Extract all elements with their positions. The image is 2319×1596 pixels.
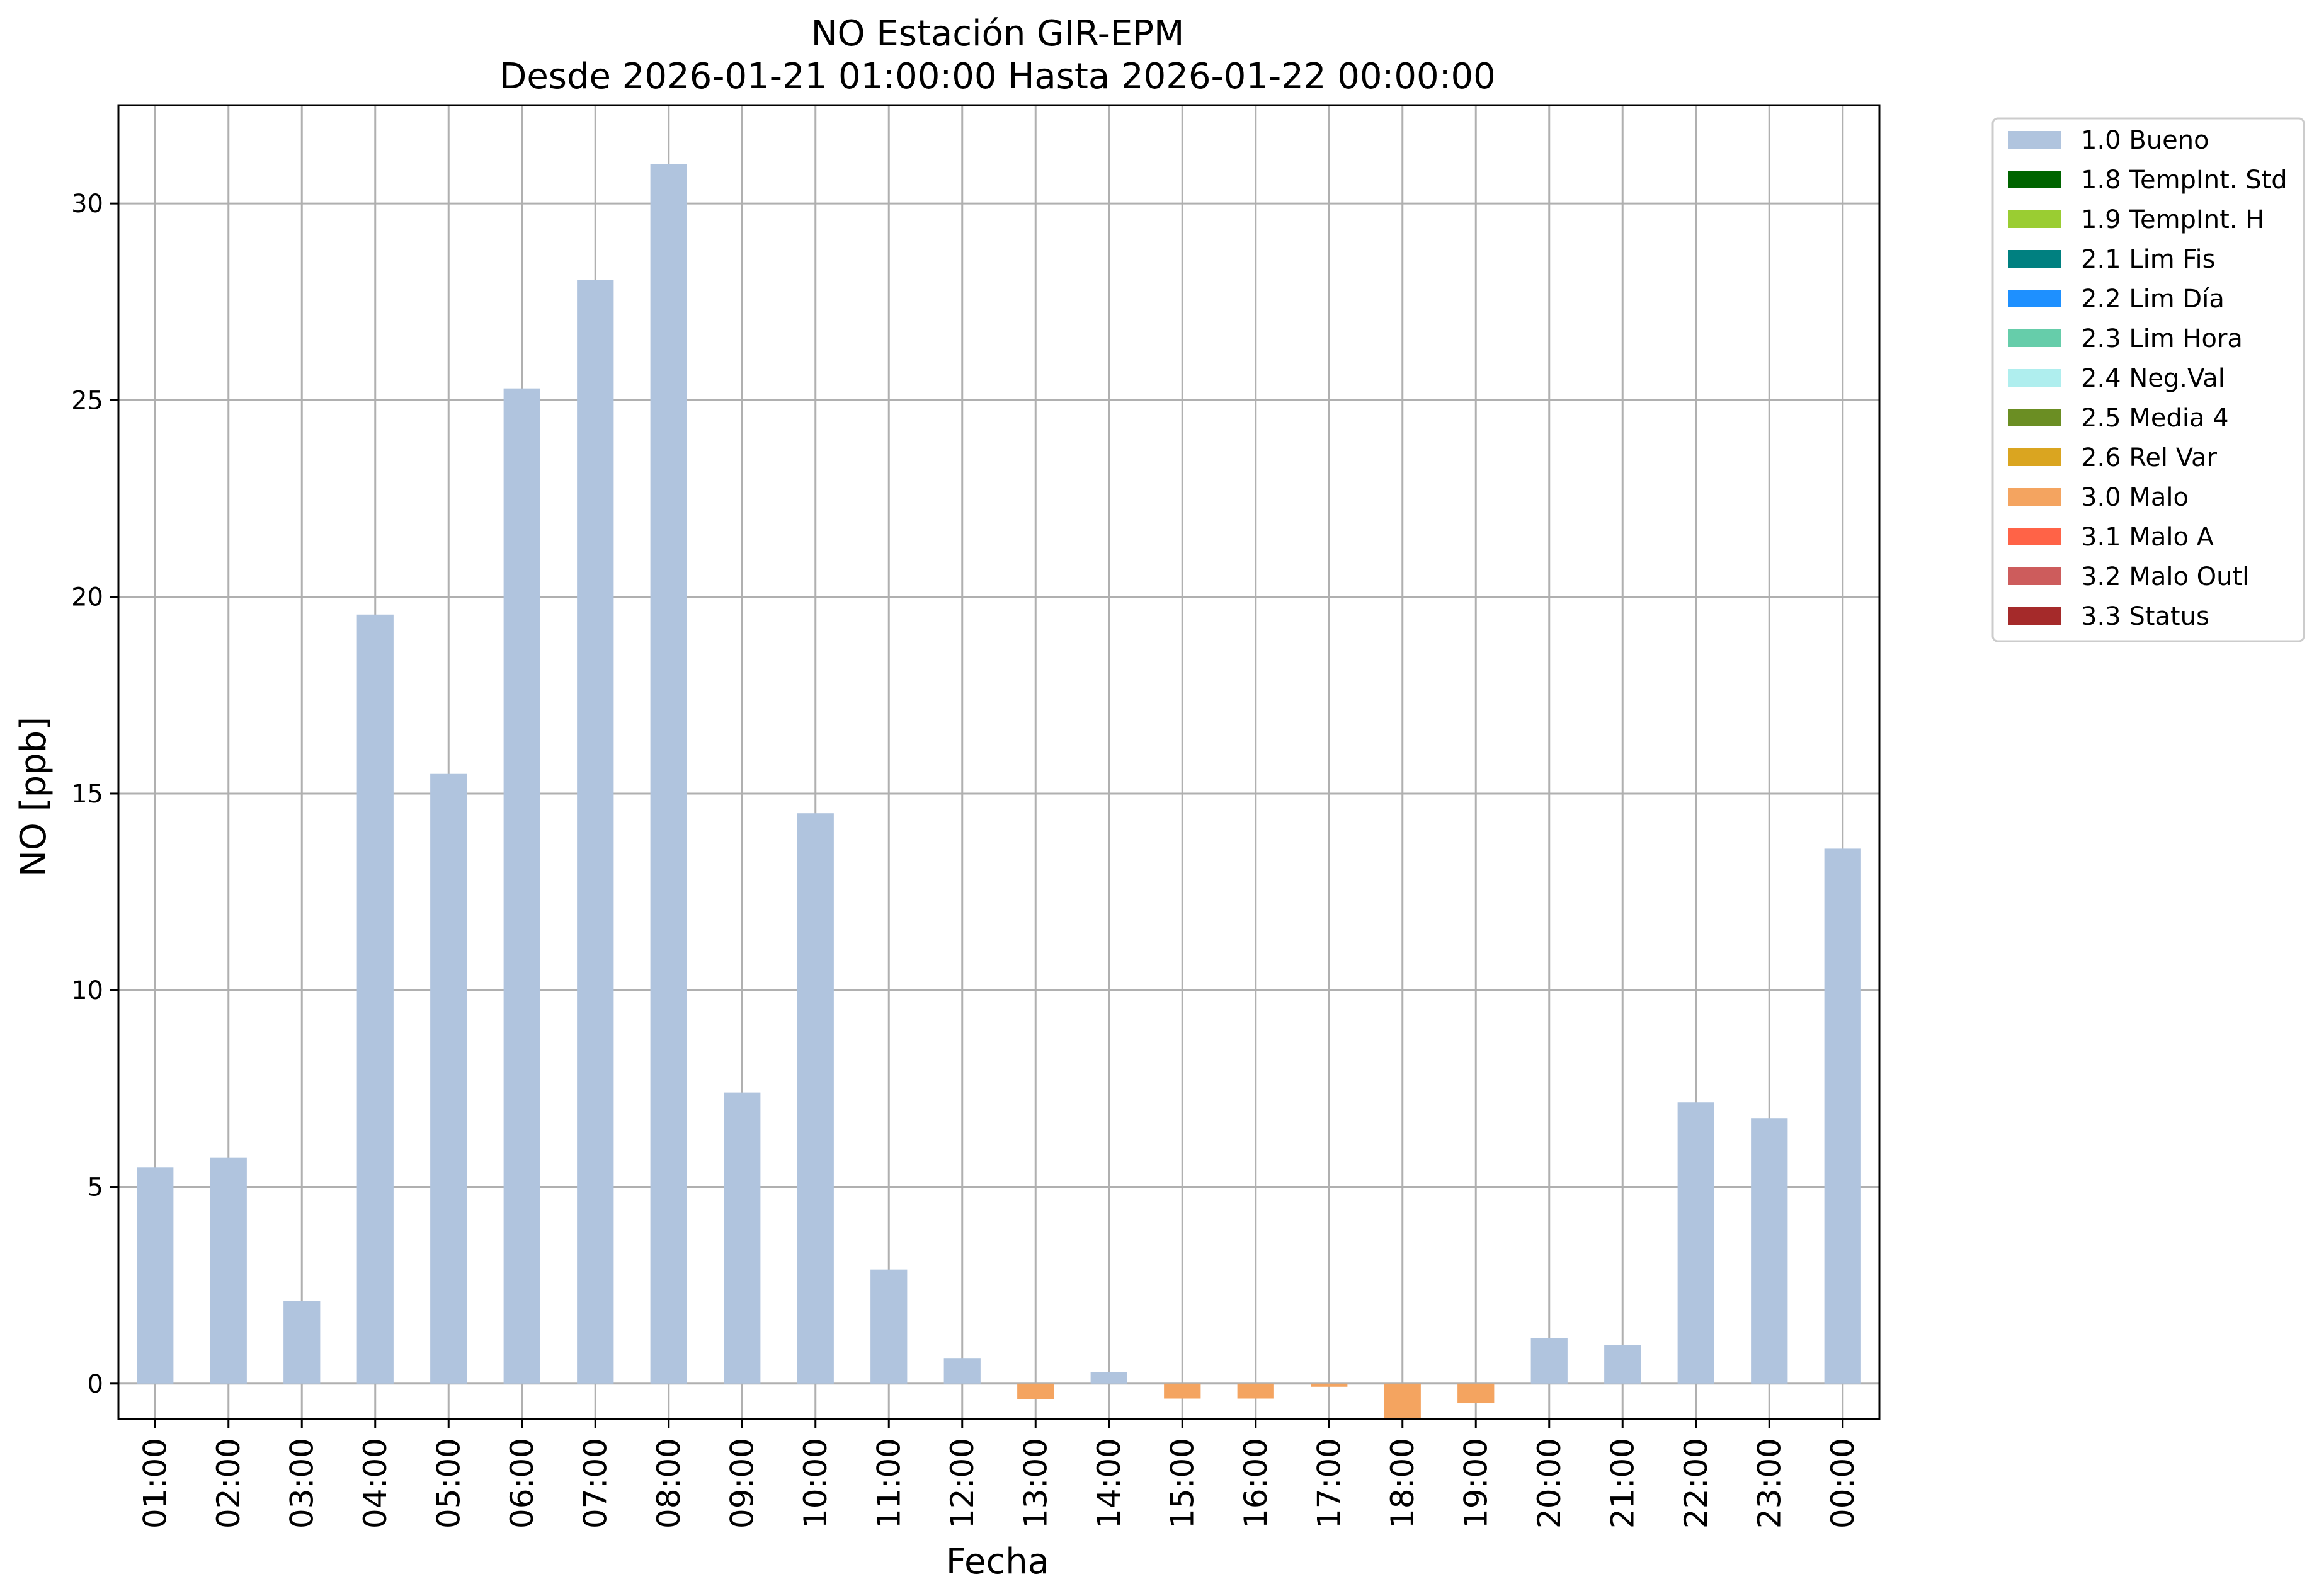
x-tick-label: 15:00 bbox=[1164, 1438, 1200, 1529]
legend-items: 1.0 Bueno 1.8 TempInt. Std 1.9 TempInt. H 2… bbox=[2008, 126, 2288, 631]
x-tick-label: 06:00 bbox=[504, 1438, 540, 1529]
legend-swatch bbox=[2008, 131, 2061, 149]
x-tick-label: 03:00 bbox=[283, 1438, 320, 1529]
bar-1500 bbox=[1164, 1383, 1201, 1399]
legend-label: 2.4 Neg.Val bbox=[2081, 364, 2225, 393]
legend-swatch bbox=[2008, 171, 2061, 188]
y-axis-ticks: 0 5 10 15 20 25 30 bbox=[71, 190, 118, 1399]
bar-1000 bbox=[797, 813, 834, 1384]
x-tick-label: 16:00 bbox=[1238, 1438, 1274, 1529]
bar-0700 bbox=[577, 280, 614, 1384]
bar-1900 bbox=[1457, 1383, 1495, 1404]
y-axis-label: NO [ppb] bbox=[13, 717, 54, 877]
bar-0400 bbox=[356, 614, 394, 1384]
x-tick-label: 08:00 bbox=[651, 1438, 687, 1529]
bar-2300 bbox=[1751, 1118, 1788, 1384]
x-tick-label: 12:00 bbox=[944, 1438, 981, 1529]
legend-swatch bbox=[2008, 567, 2061, 585]
legend-label: 3.0 Malo bbox=[2081, 483, 2189, 512]
x-tick-label: 21:00 bbox=[1604, 1438, 1641, 1529]
bar-2100 bbox=[1604, 1345, 1641, 1384]
x-tick-label: 18:00 bbox=[1384, 1438, 1421, 1529]
bar-2200 bbox=[1677, 1102, 1714, 1384]
bar-1800 bbox=[1384, 1383, 1421, 1419]
x-tick-label: 01:00 bbox=[137, 1438, 173, 1529]
legend-swatch bbox=[2008, 528, 2061, 545]
legend-swatch bbox=[2008, 448, 2061, 466]
x-tick-label: 00:00 bbox=[1825, 1438, 1861, 1529]
bar-1700 bbox=[1311, 1383, 1348, 1387]
plot-area-frame bbox=[117, 104, 1881, 1420]
x-tick-label: 07:00 bbox=[577, 1438, 613, 1529]
bar-1300 bbox=[1017, 1383, 1054, 1399]
bar-2000 bbox=[1530, 1338, 1568, 1384]
x-tick-label: 23:00 bbox=[1751, 1438, 1787, 1529]
x-tick-label: 22:00 bbox=[1678, 1438, 1714, 1529]
bar-0800 bbox=[650, 164, 687, 1384]
legend-swatch bbox=[2008, 329, 2061, 347]
bars bbox=[137, 164, 1861, 1419]
bar-1600 bbox=[1237, 1383, 1274, 1399]
legend-swatch bbox=[2008, 290, 2061, 307]
legend-label: 1.8 TempInt. Std bbox=[2081, 166, 2288, 195]
bar-0300 bbox=[283, 1301, 321, 1384]
x-axis-label: Fecha bbox=[946, 1541, 1049, 1582]
legend-label: 1.0 Bueno bbox=[2081, 126, 2209, 155]
legend-swatch bbox=[2008, 409, 2061, 426]
legend-label: 3.2 Malo Outl bbox=[2081, 562, 2249, 591]
chart-title-line1: NO Estación GIR-EPM bbox=[811, 13, 1185, 54]
x-tick-label: 02:00 bbox=[210, 1438, 247, 1529]
bar-0100 bbox=[137, 1167, 174, 1384]
bar-1200 bbox=[943, 1358, 981, 1384]
y-tick-label: 10 bbox=[71, 976, 103, 1005]
y-tick-label: 15 bbox=[71, 780, 103, 809]
legend-label: 2.6 Rel Var bbox=[2081, 443, 2218, 472]
x-tick-label: 10:00 bbox=[797, 1438, 834, 1529]
legend-label: 2.1 Lim Fis bbox=[2081, 245, 2215, 274]
legend-swatch bbox=[2008, 607, 2061, 625]
y-tick-label: 20 bbox=[71, 583, 103, 612]
bar-1100 bbox=[870, 1269, 908, 1384]
bar-0200 bbox=[210, 1157, 247, 1384]
x-tick-label: 14:00 bbox=[1091, 1438, 1127, 1529]
x-axis-ticks: 01:00 02:00 03:00 04:00 05:00 06:00 07:00 08:00… bbox=[137, 1419, 1861, 1529]
bar-0900 bbox=[724, 1092, 761, 1384]
bar-0600 bbox=[503, 388, 540, 1384]
x-tick-label: 20:00 bbox=[1531, 1438, 1568, 1529]
x-tick-label: 19:00 bbox=[1457, 1438, 1494, 1529]
legend-label: 3.1 Malo A bbox=[2081, 523, 2214, 552]
legend-frame bbox=[1991, 117, 2305, 642]
legend-label: 2.5 Media 4 bbox=[2081, 404, 2229, 433]
x-tick-label: 11:00 bbox=[870, 1438, 907, 1529]
legend-label: 1.9 TempInt. H bbox=[2081, 205, 2264, 234]
bar-1400 bbox=[1090, 1372, 1127, 1384]
chart-title-line2: Desde 2026-01-21 01:00:00 Hasta 2026-01-… bbox=[499, 56, 1496, 97]
legend-swatch bbox=[2008, 210, 2061, 228]
bar-0000 bbox=[1824, 848, 1861, 1384]
y-tick-label: 30 bbox=[71, 190, 103, 219]
bar-0500 bbox=[430, 773, 467, 1384]
legend-swatch bbox=[2008, 488, 2061, 506]
legend-label: 2.2 Lim Día bbox=[2081, 285, 2225, 314]
legend-label: 3.3 Status bbox=[2081, 602, 2209, 631]
x-tick-label: 09:00 bbox=[724, 1438, 760, 1529]
y-tick-label: 5 bbox=[88, 1173, 103, 1202]
x-tick-label: 04:00 bbox=[357, 1438, 394, 1529]
legend: 1.0 Bueno 1.8 TempInt. Std 1.9 TempInt. H 2… bbox=[1991, 117, 2305, 642]
legend-swatch bbox=[2008, 250, 2061, 268]
y-tick-label: 0 bbox=[88, 1370, 103, 1399]
x-tick-label: 17:00 bbox=[1311, 1438, 1347, 1529]
x-tick-label: 05:00 bbox=[430, 1438, 467, 1529]
legend-label: 2.3 Lim Hora bbox=[2081, 324, 2243, 353]
legend-swatch bbox=[2008, 369, 2061, 387]
y-tick-label: 25 bbox=[71, 386, 103, 415]
x-tick-label: 13:00 bbox=[1017, 1438, 1054, 1529]
